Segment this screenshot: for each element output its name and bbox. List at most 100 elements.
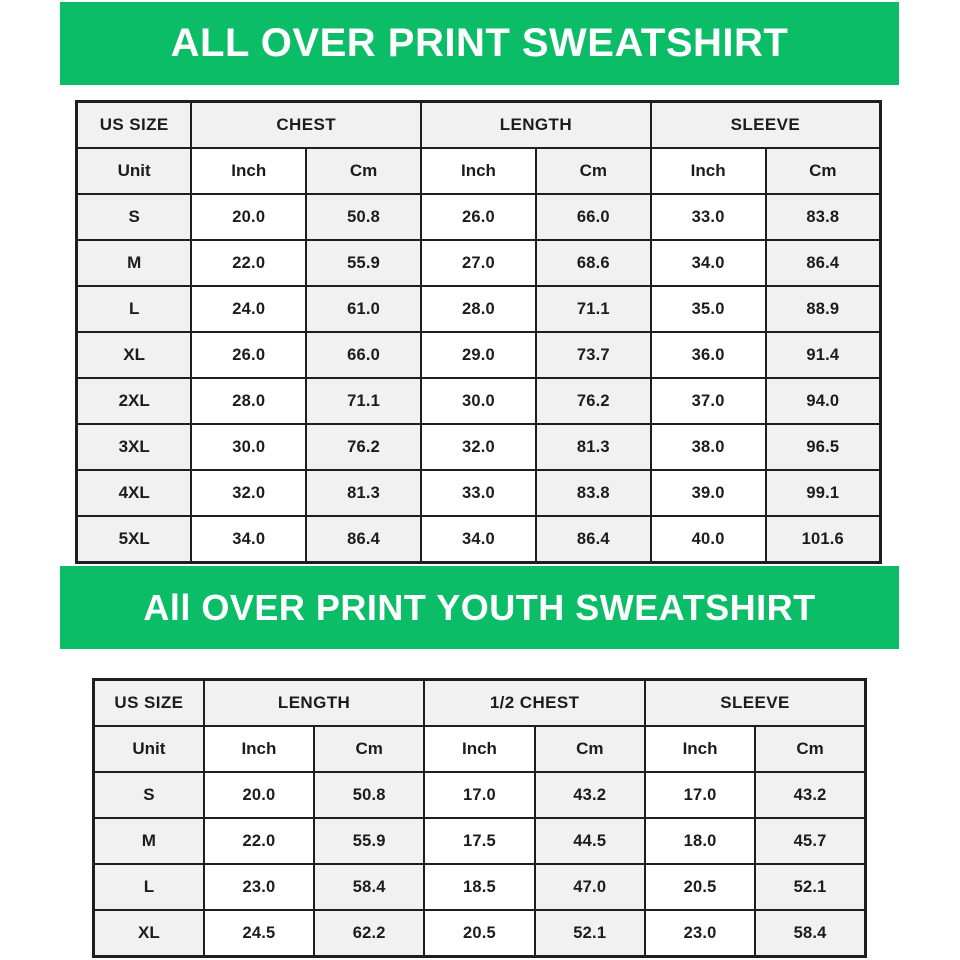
size-cell: M <box>75 239 193 287</box>
value-cell: 71.1 <box>534 285 652 333</box>
table-row: 2XL 28.0 71.1 30.0 76.2 37.0 94.0 <box>75 377 882 425</box>
adult-size-table: US SIZE CHEST LENGTH SLEEVE Unit Inch Cm… <box>75 100 882 564</box>
value-cell: 58.4 <box>754 909 867 958</box>
value-cell: 96.5 <box>764 423 882 471</box>
cm-header-cell: Cm <box>305 147 423 195</box>
value-cell: 50.8 <box>313 771 426 819</box>
table-row: L 23.0 58.4 18.5 47.0 20.5 52.1 <box>92 863 867 911</box>
cm-header-cell: Cm <box>313 725 426 773</box>
value-cell: 99.1 <box>764 469 882 517</box>
table-row: 5XL 34.0 86.4 34.0 86.4 40.0 101.6 <box>75 515 882 564</box>
cm-header-cell: Cm <box>534 147 652 195</box>
value-cell: 45.7 <box>754 817 867 865</box>
size-cell: 3XL <box>75 423 193 471</box>
value-cell: 73.7 <box>534 331 652 379</box>
value-cell: 34.0 <box>190 515 308 564</box>
value-cell: 26.0 <box>420 193 537 241</box>
value-cell: 81.3 <box>534 423 652 471</box>
value-cell: 17.0 <box>423 771 536 819</box>
value-cell: 52.1 <box>533 909 646 958</box>
table-row: S 20.0 50.8 26.0 66.0 33.0 83.8 <box>75 193 882 241</box>
size-cell: XL <box>75 331 193 379</box>
table-row: XL 26.0 66.0 29.0 73.7 36.0 91.4 <box>75 331 882 379</box>
value-cell: 18.0 <box>643 817 757 865</box>
value-cell: 66.0 <box>534 193 652 241</box>
adult-col-header-chest: CHEST <box>190 100 423 149</box>
value-cell: 33.0 <box>649 193 767 241</box>
youth-size-table: US SIZE LENGTH 1/2 CHEST SLEEVE Unit Inc… <box>92 678 867 958</box>
value-cell: 94.0 <box>764 377 882 425</box>
adult-col-header-sleeve: SLEEVE <box>649 100 882 149</box>
value-cell: 76.2 <box>305 423 423 471</box>
value-cell: 36.0 <box>649 331 767 379</box>
value-cell: 66.0 <box>305 331 423 379</box>
value-cell: 17.0 <box>643 771 757 819</box>
value-cell: 71.1 <box>305 377 423 425</box>
table-row: 4XL 32.0 81.3 33.0 83.8 39.0 99.1 <box>75 469 882 517</box>
value-cell: 61.0 <box>305 285 423 333</box>
value-cell: 30.0 <box>420 377 537 425</box>
youth-unit-row: Unit Inch Cm Inch Cm Inch Cm <box>92 725 867 773</box>
value-cell: 37.0 <box>649 377 767 425</box>
value-cell: 68.6 <box>534 239 652 287</box>
value-cell: 44.5 <box>533 817 646 865</box>
value-cell: 30.0 <box>190 423 308 471</box>
value-cell: 50.8 <box>305 193 423 241</box>
value-cell: 88.9 <box>764 285 882 333</box>
value-cell: 27.0 <box>420 239 537 287</box>
value-cell: 86.4 <box>534 515 652 564</box>
table-row: S 20.0 50.8 17.0 43.2 17.0 43.2 <box>92 771 867 819</box>
value-cell: 83.8 <box>534 469 652 517</box>
value-cell: 86.4 <box>764 239 882 287</box>
unit-label-cell: Unit <box>75 147 193 195</box>
adult-group-header-row: US SIZE CHEST LENGTH SLEEVE <box>75 100 882 149</box>
size-cell: S <box>92 771 205 819</box>
cm-header-cell: Cm <box>764 147 882 195</box>
value-cell: 39.0 <box>649 469 767 517</box>
value-cell: 28.0 <box>420 285 537 333</box>
adult-banner-title: ALL OVER PRINT SWEATSHIRT <box>170 21 789 65</box>
value-cell: 43.2 <box>533 771 646 819</box>
value-cell: 55.9 <box>305 239 423 287</box>
size-cell: M <box>92 817 205 865</box>
value-cell: 83.8 <box>764 193 882 241</box>
value-cell: 22.0 <box>202 817 316 865</box>
size-cell: L <box>92 863 205 911</box>
value-cell: 47.0 <box>533 863 646 911</box>
size-cell: L <box>75 285 193 333</box>
value-cell: 101.6 <box>764 515 882 564</box>
youth-col-header-sleeve: SLEEVE <box>643 678 867 727</box>
table-row: 3XL 30.0 76.2 32.0 81.3 38.0 96.5 <box>75 423 882 471</box>
value-cell: 20.5 <box>643 863 757 911</box>
value-cell: 20.5 <box>423 909 536 958</box>
value-cell: 35.0 <box>649 285 767 333</box>
value-cell: 26.0 <box>190 331 308 379</box>
value-cell: 81.3 <box>305 469 423 517</box>
cm-header-cell: Cm <box>754 725 867 773</box>
adult-unit-row: Unit Inch Cm Inch Cm Inch Cm <box>75 147 882 195</box>
table-row: M 22.0 55.9 27.0 68.6 34.0 86.4 <box>75 239 882 287</box>
size-cell: XL <box>92 909 205 958</box>
adult-col-header-us-size: US SIZE <box>75 100 193 149</box>
value-cell: 91.4 <box>764 331 882 379</box>
inch-header-cell: Inch <box>202 725 316 773</box>
value-cell: 29.0 <box>420 331 537 379</box>
youth-group-header-row: US SIZE LENGTH 1/2 CHEST SLEEVE <box>92 678 867 727</box>
value-cell: 58.4 <box>313 863 426 911</box>
youth-col-header-us-size: US SIZE <box>92 678 205 727</box>
inch-header-cell: Inch <box>649 147 767 195</box>
youth-col-header-length: LENGTH <box>202 678 426 727</box>
value-cell: 20.0 <box>190 193 308 241</box>
value-cell: 20.0 <box>202 771 316 819</box>
youth-col-header-half-chest: 1/2 CHEST <box>423 678 646 727</box>
size-cell: 5XL <box>75 515 193 564</box>
value-cell: 32.0 <box>190 469 308 517</box>
table-row: L 24.0 61.0 28.0 71.1 35.0 88.9 <box>75 285 882 333</box>
value-cell: 62.2 <box>313 909 426 958</box>
inch-header-cell: Inch <box>423 725 536 773</box>
inch-header-cell: Inch <box>643 725 757 773</box>
value-cell: 33.0 <box>420 469 537 517</box>
value-cell: 52.1 <box>754 863 867 911</box>
value-cell: 28.0 <box>190 377 308 425</box>
